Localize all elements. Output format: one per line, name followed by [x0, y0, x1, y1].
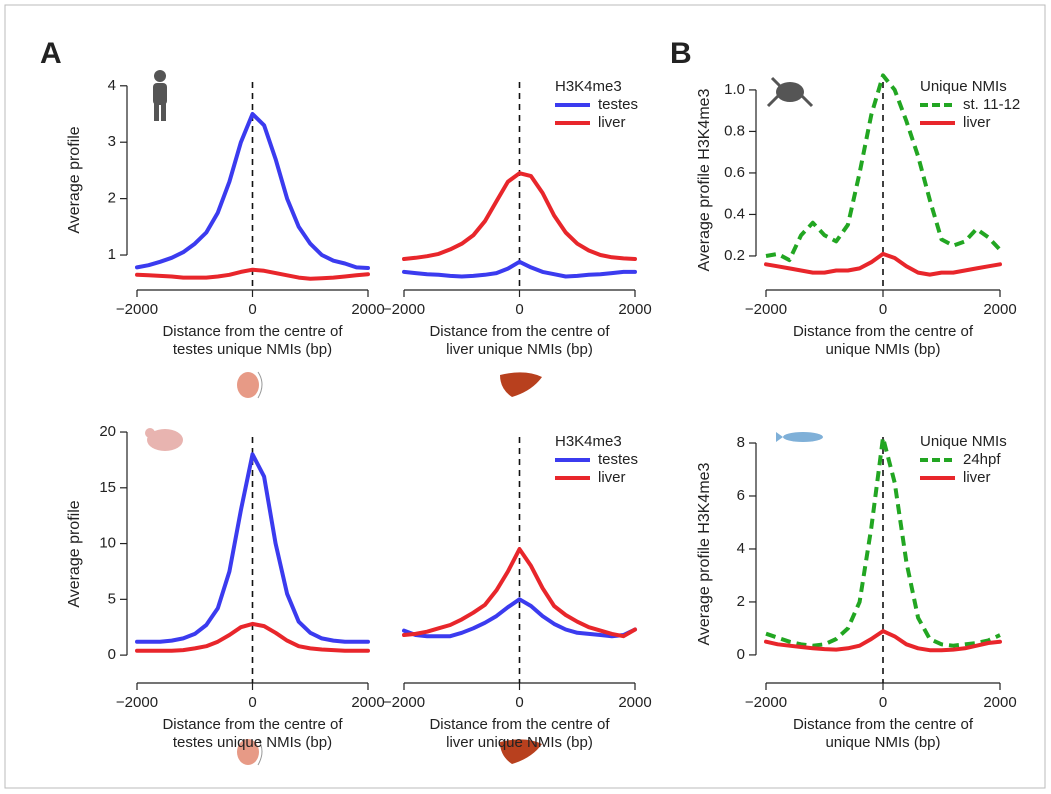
y-tick-label: 4: [737, 540, 745, 557]
y-tick-label: 1.0: [724, 81, 745, 98]
legend-label: st. 11-12: [963, 96, 1020, 113]
legend-label: liver: [598, 469, 626, 486]
panel-label: A: [40, 37, 62, 70]
series-line: [402, 597, 637, 639]
y-tick-label: 20: [99, 423, 116, 440]
legend-title: Unique NMIs: [920, 433, 1007, 450]
series-line: [402, 547, 637, 639]
x-tick-label: 2000: [983, 694, 1016, 711]
testis-icon: [237, 371, 263, 399]
fish-icon: [776, 432, 823, 442]
y-axis-label: Average profile: [66, 126, 83, 233]
x-axis-label: testes unique NMIs (bp): [173, 734, 332, 751]
y-tick-label: 8: [737, 434, 745, 451]
x-tick-label: 0: [515, 301, 523, 318]
y-tick-label: 0.4: [724, 205, 745, 222]
x-tick-label: 0: [248, 694, 256, 711]
y-tick-label: 10: [99, 535, 116, 552]
x-tick-label: 2000: [618, 301, 651, 318]
x-tick-label: 2000: [351, 694, 384, 711]
series-line: [135, 452, 370, 644]
x-axis-label: testes unique NMIs (bp): [173, 341, 332, 358]
x-axis-label: Distance from the centre of: [162, 716, 343, 733]
legend-label: liver: [963, 114, 991, 131]
frame: [4, 4, 1046, 789]
x-tick-label: −2000: [383, 301, 425, 318]
series-line: [765, 73, 1002, 263]
legend-label: testes: [598, 96, 638, 113]
y-tick-label: 1: [108, 246, 116, 263]
x-tick-label: −2000: [745, 694, 787, 711]
y-axis-label: Average profile: [66, 500, 83, 607]
x-tick-label: −2000: [383, 694, 425, 711]
mouse-icon: [145, 428, 183, 451]
legend-label: 24hpf: [963, 451, 1001, 468]
legend-label: testes: [598, 451, 638, 468]
series-line: [764, 251, 1002, 277]
x-axis-label: liver unique NMIs (bp): [446, 341, 593, 358]
x-axis-label: Distance from the centre of: [429, 716, 610, 733]
x-tick-label: 0: [879, 694, 887, 711]
x-tick-label: 0: [515, 694, 523, 711]
y-tick-label: 2: [737, 593, 745, 610]
y-tick-label: 0.8: [724, 122, 745, 139]
y-tick-label: 0: [737, 646, 745, 663]
panel-label: B: [670, 37, 692, 70]
y-axis-label: Average profile H3K4me3: [696, 462, 713, 645]
x-tick-label: 0: [248, 301, 256, 318]
x-tick-label: 2000: [351, 301, 384, 318]
x-tick-label: 2000: [983, 301, 1016, 318]
x-axis-label: unique NMIs (bp): [825, 734, 940, 751]
liver-icon: [500, 739, 542, 764]
series-line: [135, 621, 370, 653]
liver-icon: [500, 372, 542, 397]
x-tick-label: 2000: [618, 694, 651, 711]
human-icon: [153, 70, 167, 121]
series-line: [402, 171, 637, 261]
frog-icon: [766, 76, 814, 108]
series-line: [765, 435, 1001, 648]
x-axis-label: liver unique NMIs (bp): [446, 734, 593, 751]
x-tick-label: 0: [879, 301, 887, 318]
y-tick-label: 15: [99, 479, 116, 496]
testis-icon: [237, 738, 263, 766]
legend-label: liver: [963, 469, 991, 486]
legend-title: H3K4me3: [555, 433, 622, 450]
series-line: [764, 629, 1002, 653]
y-tick-label: 0.2: [724, 247, 745, 264]
x-axis-label: Distance from the centre of: [793, 323, 974, 340]
y-tick-label: 5: [108, 590, 116, 607]
legend-title: H3K4me3: [555, 78, 622, 95]
y-tick-label: 6: [737, 487, 745, 504]
x-axis-label: Distance from the centre of: [162, 323, 343, 340]
legend-label: liver: [598, 114, 626, 131]
x-axis-label: Distance from the centre of: [793, 716, 974, 733]
x-tick-label: −2000: [745, 301, 787, 318]
series-line: [135, 112, 370, 270]
x-tick-label: −2000: [116, 694, 158, 711]
x-axis-label: unique NMIs (bp): [825, 341, 940, 358]
y-tick-label: 0: [108, 646, 116, 663]
y-tick-label: 4: [108, 77, 116, 94]
y-tick-label: 2: [108, 190, 116, 207]
y-axis-label: Average profile H3K4me3: [696, 88, 713, 271]
x-tick-label: −2000: [116, 301, 158, 318]
series-line: [402, 259, 637, 279]
x-axis-label: Distance from the centre of: [429, 323, 610, 340]
legend-title: Unique NMIs: [920, 78, 1007, 95]
series-line: [135, 267, 370, 281]
y-tick-label: 3: [108, 133, 116, 150]
y-tick-label: 0.6: [724, 164, 745, 181]
